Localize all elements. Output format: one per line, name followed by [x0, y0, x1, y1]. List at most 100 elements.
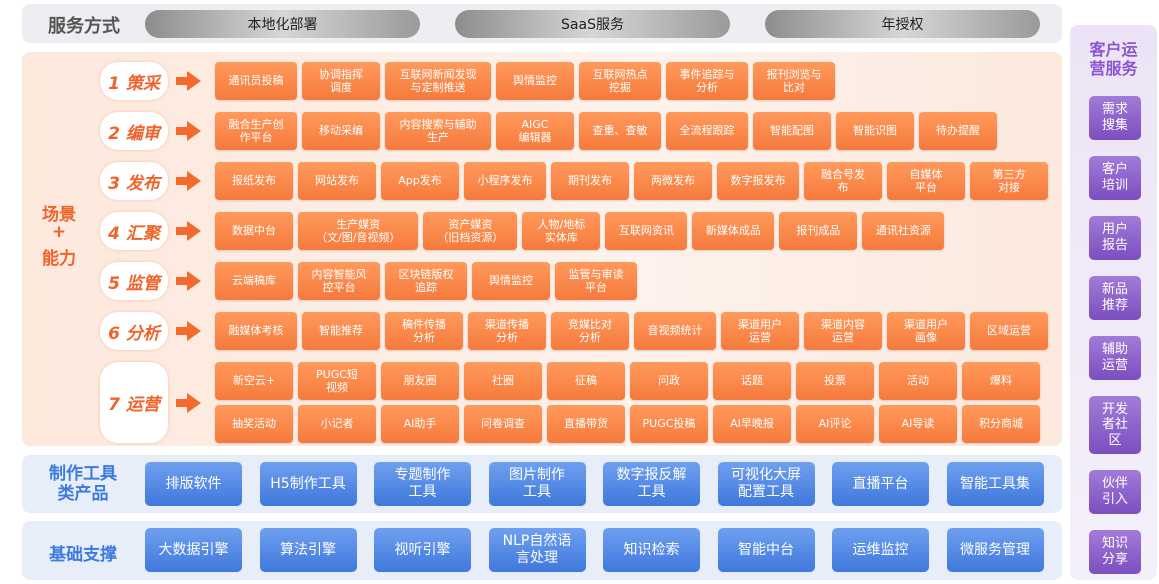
arrow: [176, 327, 188, 335]
arrow: [187, 392, 201, 413]
arrow: [187, 271, 201, 291]
base-item: 视听引擎: [374, 528, 471, 572]
arrow: [176, 127, 188, 135]
tools-item: 图片制作 工具: [488, 462, 586, 506]
capability-item: 智能推荐: [302, 312, 380, 350]
capability-item: 问政: [630, 362, 708, 400]
tools-item: 专题制作 工具: [374, 462, 471, 506]
customer-item: 辅助 运营: [1089, 336, 1141, 380]
customer-item: 知识 分享: [1089, 530, 1141, 574]
capability-item: 舆情监控: [496, 62, 574, 100]
base-item: 知识检索: [603, 528, 700, 572]
capability-item: AI导读: [879, 405, 957, 443]
capability-item: 报纸发布: [215, 162, 293, 200]
capability-item: 报刊浏览与 比对: [753, 62, 835, 100]
arrow: [176, 227, 188, 235]
base-title: 基础支撑: [49, 545, 117, 565]
base-item: 算法引擎: [259, 528, 357, 572]
capability-item: 资产媒资 （旧档资源）: [423, 212, 518, 250]
customer-item: 需求 搜集: [1089, 96, 1141, 140]
stage-label: 1 策采: [100, 62, 168, 100]
capability-item: 通讯员投稿: [215, 62, 297, 100]
capability-item: AI助手: [381, 405, 459, 443]
capability-item: 活动: [879, 362, 957, 400]
capability-item: 云端稿库: [215, 262, 293, 300]
arrow: [176, 398, 188, 407]
capability-item: 抽奖活动: [215, 405, 293, 443]
capability-item: 自媒体 平台: [887, 162, 965, 200]
service-option: SaaS服务: [455, 10, 730, 38]
capability-item: 第三方 对接: [970, 162, 1048, 200]
stage-label: 4 汇聚: [100, 212, 168, 250]
capability-item: 音视频统计: [634, 312, 716, 350]
capability-item: 两微发布: [634, 162, 712, 200]
tools-item: H5制作工具: [259, 462, 357, 506]
capability-item: 投票: [796, 362, 874, 400]
capability-item: 移动采编: [302, 112, 380, 150]
capability-item: 融合号发 布: [804, 162, 882, 200]
arrow: [176, 177, 188, 185]
scenario-title: +: [51, 222, 67, 242]
capability-item: 小程序发布: [464, 162, 546, 200]
stage-label: 7 运营: [100, 362, 168, 443]
arrow: [187, 321, 201, 341]
capability-item: 渠道用户 画像: [887, 312, 965, 350]
stage-label: 2 编审: [100, 112, 168, 150]
tools-item: 智能工具集: [946, 462, 1044, 506]
capability-item: 问卷调查: [464, 405, 542, 443]
capability-item: AI评论: [796, 405, 874, 443]
capability-item: 待办提醒: [919, 112, 997, 150]
arrow: [176, 77, 188, 85]
scenario-title: 能力: [42, 249, 76, 269]
base-item: 微服务管理: [946, 528, 1044, 572]
service-option: 本地化部署: [145, 10, 420, 38]
capability-item: 查重、查敏: [579, 112, 661, 150]
capability-item: 内容智能风 控平台: [298, 262, 380, 300]
capability-item: 智能识图: [836, 112, 914, 150]
capability-item: 竞媒比对 分析: [551, 312, 629, 350]
capability-item: 网站发布: [298, 162, 376, 200]
capability-item: PUGC投稿: [630, 405, 708, 443]
capability-item: AI早晚报: [713, 405, 791, 443]
capability-item: 期刊发布: [551, 162, 629, 200]
capability-item: 渠道传播 分析: [468, 312, 546, 350]
base-item: NLP自然语 言处理: [488, 528, 586, 572]
tools-item: 排版软件: [145, 462, 242, 506]
capability-item: 直播带货: [547, 405, 625, 443]
base-item: 大数据引擎: [145, 528, 242, 572]
capability-item: 生产媒资 （文/图/音视频）: [298, 212, 419, 250]
capability-item: 人物/地标 实体库: [522, 212, 601, 250]
capability-item: 智能配图: [753, 112, 831, 150]
capability-item: 话题: [713, 362, 791, 400]
capability-item: 融媒体考核: [215, 312, 297, 350]
customer-item: 用户 报告: [1089, 216, 1141, 260]
capability-item: 征稿: [547, 362, 625, 400]
capability-item: 互联网热点 挖掘: [579, 62, 661, 100]
capability-item: 监管与审读 平台: [555, 262, 637, 300]
customer-item: 客户 培训: [1089, 156, 1141, 200]
capability-item: 事件追踪与 分析: [666, 62, 748, 100]
tools-item: 数字报反解 工具: [603, 462, 700, 506]
capability-item: 区域运营: [970, 312, 1048, 350]
capability-item: 稿件传播 分析: [385, 312, 463, 350]
capability-item: 报刊成品: [779, 212, 858, 250]
tools-title: 制作工具 类产品: [49, 464, 117, 505]
base-item: 运维监控: [832, 528, 929, 572]
stage-label: 5 监管: [100, 262, 168, 300]
scenario-title: 场景: [42, 205, 76, 225]
capability-item: 全流程跟踪: [666, 112, 748, 150]
capability-item: 小记者: [298, 405, 376, 443]
service-option: 年授权: [765, 10, 1040, 38]
capability-item: 融合生产创 作平台: [215, 112, 297, 150]
capability-item: 积分商城: [962, 405, 1040, 443]
capability-item: PUGC短 视频: [298, 362, 376, 400]
stage-label: 3 发布: [100, 162, 168, 200]
base-item: 智能中台: [717, 528, 815, 572]
service-title: 服务方式: [48, 16, 120, 37]
arrow: [187, 121, 201, 141]
customer-item: 新品 推荐: [1089, 276, 1141, 320]
capability-item: 数据中台: [215, 212, 293, 250]
arrow: [187, 71, 201, 91]
capability-item: 数字报发布: [717, 162, 799, 200]
